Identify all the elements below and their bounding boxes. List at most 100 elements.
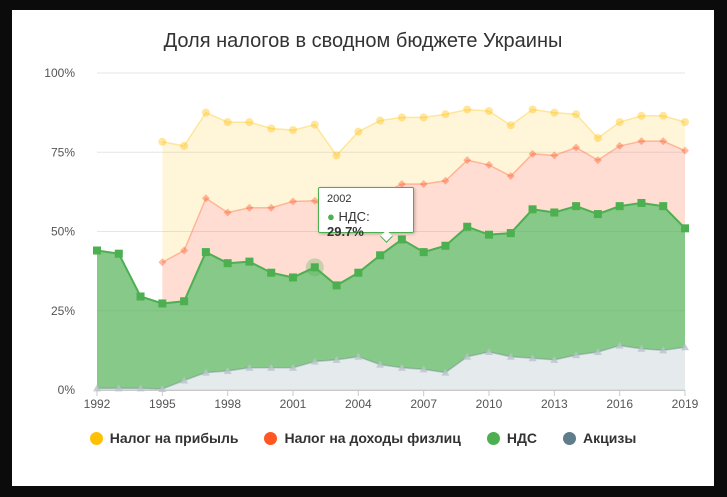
data-point[interactable] [354, 268, 363, 277]
data-point[interactable] [441, 176, 450, 185]
data-point[interactable] [397, 113, 406, 122]
data-point[interactable] [572, 110, 581, 119]
data-point[interactable] [615, 118, 624, 127]
data-point[interactable] [550, 108, 559, 117]
data-point[interactable] [419, 113, 428, 122]
data-point[interactable] [376, 251, 385, 260]
data-point[interactable] [201, 368, 210, 376]
data-point[interactable] [463, 352, 472, 360]
data-point[interactable] [419, 365, 428, 373]
data-point[interactable] [223, 208, 232, 217]
data-point[interactable] [376, 360, 385, 368]
data-point[interactable] [485, 230, 493, 239]
data-point[interactable] [354, 127, 363, 136]
data-point[interactable] [615, 202, 624, 211]
data-point[interactable] [158, 299, 167, 308]
data-point[interactable] [267, 268, 276, 277]
data-point[interactable] [681, 224, 689, 233]
data-point[interactable] [376, 116, 385, 125]
data-point[interactable] [114, 384, 123, 392]
data-point[interactable] [441, 241, 450, 250]
legend-item-profit-tax[interactable]: Налог на прибыль [89, 430, 238, 446]
data-point[interactable] [593, 156, 602, 165]
data-point[interactable] [485, 347, 493, 355]
data-point[interactable] [681, 146, 689, 155]
data-point[interactable] [463, 105, 472, 114]
data-point[interactable] [637, 198, 646, 207]
data-point[interactable] [223, 366, 232, 374]
data-point[interactable] [245, 118, 254, 127]
data-point[interactable] [528, 149, 537, 158]
data-point[interactable] [550, 355, 559, 363]
data-point[interactable] [332, 355, 341, 363]
data-point[interactable] [180, 376, 189, 384]
legend-item-income-tax[interactable]: Налог на доходы физлиц [264, 430, 461, 446]
data-point[interactable] [267, 363, 276, 371]
data-point[interactable] [201, 194, 210, 203]
data-point[interactable] [245, 363, 254, 371]
data-point[interactable] [245, 257, 254, 266]
data-point[interactable] [180, 246, 189, 255]
data-point[interactable] [354, 352, 363, 360]
data-point[interactable] [659, 346, 668, 354]
data-point[interactable] [441, 368, 450, 376]
data-point[interactable] [506, 172, 515, 181]
data-point[interactable] [485, 107, 493, 116]
data-point[interactable] [289, 363, 297, 371]
data-point[interactable] [659, 137, 668, 146]
data-point[interactable] [245, 203, 254, 212]
data-point[interactable] [93, 246, 101, 255]
data-point[interactable] [506, 229, 515, 238]
data-point[interactable] [528, 205, 537, 214]
data-point[interactable] [463, 222, 472, 231]
data-point[interactable] [419, 248, 428, 257]
data-point[interactable] [136, 384, 145, 392]
data-point[interactable] [158, 258, 167, 267]
data-point[interactable] [550, 151, 559, 160]
data-point[interactable] [615, 341, 624, 349]
data-point[interactable] [419, 179, 428, 188]
data-point[interactable] [637, 111, 646, 120]
data-point[interactable] [485, 160, 493, 169]
chart-plot[interactable]: 0% 25% 50% 75% 100% 1992 1995 1998 2001 2004 2007 2… [12, 10, 714, 486]
data-point[interactable] [506, 121, 515, 130]
data-point[interactable] [310, 196, 319, 205]
data-point[interactable] [528, 354, 537, 362]
data-point[interactable] [289, 197, 297, 206]
data-point[interactable] [593, 210, 602, 219]
data-point[interactable] [681, 343, 689, 351]
data-point[interactable] [180, 297, 189, 306]
data-point[interactable] [397, 179, 406, 188]
data-point[interactable] [681, 118, 689, 127]
data-point[interactable] [158, 385, 167, 393]
legend-item-excise[interactable]: Акцизы [563, 430, 636, 446]
data-point[interactable] [223, 118, 232, 127]
data-point[interactable] [506, 352, 515, 360]
data-point[interactable] [528, 105, 537, 114]
data-point[interactable] [289, 126, 297, 135]
data-point[interactable] [201, 248, 210, 257]
data-point[interactable] [310, 357, 319, 365]
data-point[interactable] [267, 124, 276, 133]
data-point[interactable] [397, 235, 406, 244]
data-point[interactable] [136, 292, 145, 301]
data-point[interactable] [332, 151, 341, 160]
data-point[interactable] [593, 347, 602, 355]
data-point[interactable] [332, 281, 341, 290]
data-point[interactable] [267, 203, 276, 212]
data-point[interactable] [572, 351, 581, 359]
data-point[interactable] [637, 344, 646, 352]
data-point[interactable] [310, 263, 319, 272]
data-point[interactable] [114, 249, 123, 258]
data-point[interactable] [659, 111, 668, 120]
data-point[interactable] [572, 143, 581, 152]
data-point[interactable] [463, 156, 472, 165]
data-point[interactable] [158, 137, 167, 146]
data-point[interactable] [550, 208, 559, 217]
data-point[interactable] [659, 202, 668, 211]
data-point[interactable] [441, 110, 450, 119]
data-point[interactable] [637, 137, 646, 146]
data-point[interactable] [615, 141, 624, 150]
data-point[interactable] [572, 202, 581, 211]
data-point[interactable] [593, 133, 602, 142]
